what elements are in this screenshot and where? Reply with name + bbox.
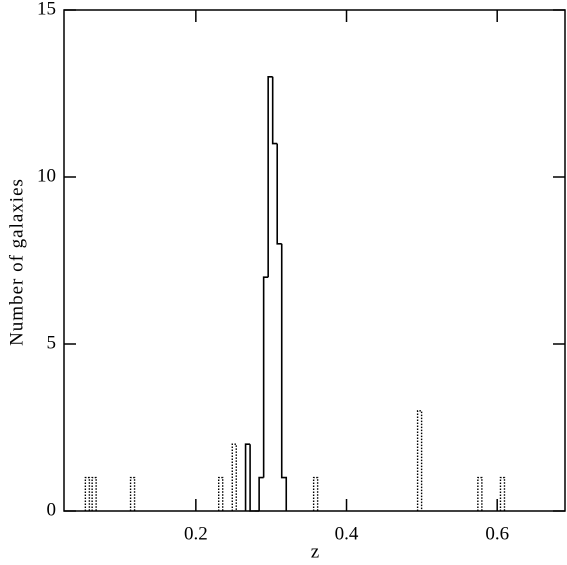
histogram-bin — [267, 76, 273, 278]
y-tick-label: 15 — [37, 0, 56, 19]
histogram-spike — [312, 476, 319, 511]
histogram-spike — [218, 476, 224, 511]
x-tick-label: 0.4 — [335, 523, 359, 544]
histogram-spike — [416, 410, 423, 511]
y-tick-label: 5 — [47, 332, 57, 353]
histogram-bin — [262, 276, 269, 478]
y-tick-label: 10 — [37, 165, 56, 186]
histogram-spike — [477, 476, 483, 511]
histogram-bin — [280, 243, 288, 511]
x-tick-label: 0.2 — [184, 523, 208, 544]
x-tick-label: 0.6 — [485, 523, 509, 544]
histogram-spike — [129, 476, 136, 511]
histogram-bin — [258, 476, 264, 511]
plot-frame — [63, 9, 566, 512]
histogram-spike — [84, 476, 91, 511]
histogram-spike — [231, 443, 237, 511]
y-tick-label: 0 — [47, 499, 57, 520]
histogram-bin — [249, 444, 255, 512]
histogram-spike — [91, 476, 97, 511]
x-axis-label: z — [311, 541, 319, 562]
histogram-spike — [499, 476, 506, 511]
histogram-bin — [271, 76, 278, 145]
histogram-bin — [244, 443, 251, 511]
y-axis-label: Number of galaxies — [6, 178, 27, 346]
histogram-bin — [276, 143, 282, 245]
